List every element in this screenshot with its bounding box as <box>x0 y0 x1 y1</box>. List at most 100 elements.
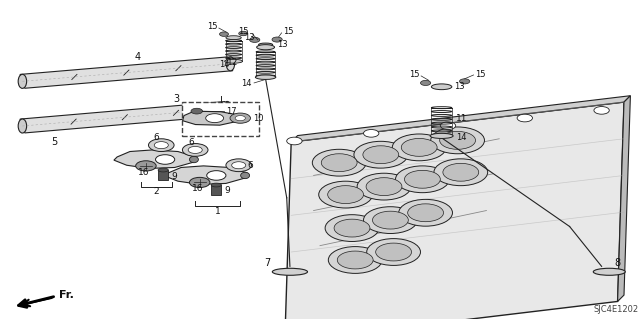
Ellipse shape <box>158 168 168 172</box>
Text: 4: 4 <box>134 52 141 63</box>
Text: 14: 14 <box>219 60 229 69</box>
Circle shape <box>328 247 382 273</box>
Ellipse shape <box>241 172 250 179</box>
Circle shape <box>191 108 202 114</box>
Polygon shape <box>285 102 624 319</box>
Text: 15: 15 <box>409 70 419 79</box>
Circle shape <box>372 211 408 229</box>
Circle shape <box>517 114 532 122</box>
Ellipse shape <box>273 268 308 275</box>
Circle shape <box>357 173 411 200</box>
Polygon shape <box>114 150 196 168</box>
Text: 12: 12 <box>227 58 239 67</box>
Circle shape <box>226 159 252 172</box>
Text: 16: 16 <box>138 168 149 177</box>
Text: 14: 14 <box>241 79 252 88</box>
Text: 2: 2 <box>154 187 159 196</box>
Circle shape <box>312 149 366 176</box>
Text: 8: 8 <box>614 258 621 268</box>
Circle shape <box>334 219 370 237</box>
Circle shape <box>408 204 444 222</box>
Circle shape <box>182 144 208 156</box>
Circle shape <box>440 131 476 149</box>
Ellipse shape <box>257 45 275 50</box>
Circle shape <box>250 37 260 42</box>
Ellipse shape <box>189 156 198 163</box>
Text: 15: 15 <box>284 27 294 36</box>
Circle shape <box>401 138 437 156</box>
Text: 1: 1 <box>215 207 220 216</box>
Text: 10: 10 <box>253 114 264 123</box>
Text: 15: 15 <box>238 27 248 36</box>
Ellipse shape <box>431 84 452 90</box>
Circle shape <box>232 162 246 169</box>
Circle shape <box>396 166 449 193</box>
Circle shape <box>239 31 248 36</box>
Polygon shape <box>182 111 241 125</box>
Text: 17: 17 <box>226 107 237 116</box>
Text: 13: 13 <box>277 40 288 48</box>
Text: 9: 9 <box>224 186 230 195</box>
Circle shape <box>431 127 484 154</box>
Circle shape <box>321 154 357 172</box>
Circle shape <box>367 239 420 265</box>
Circle shape <box>440 122 456 130</box>
Circle shape <box>376 243 412 261</box>
Ellipse shape <box>225 59 243 63</box>
Circle shape <box>136 161 156 171</box>
Ellipse shape <box>226 57 235 71</box>
Circle shape <box>230 113 250 123</box>
Polygon shape <box>291 96 630 142</box>
Ellipse shape <box>18 119 27 133</box>
Circle shape <box>363 146 399 164</box>
Circle shape <box>328 186 364 204</box>
Ellipse shape <box>226 36 241 40</box>
Circle shape <box>205 114 223 122</box>
Circle shape <box>189 177 210 188</box>
Circle shape <box>366 178 402 196</box>
Circle shape <box>594 107 609 114</box>
Circle shape <box>392 134 446 161</box>
Circle shape <box>156 155 175 164</box>
Circle shape <box>207 171 226 180</box>
Circle shape <box>460 79 470 84</box>
Text: 13: 13 <box>244 33 255 42</box>
Text: 7: 7 <box>264 258 271 268</box>
Circle shape <box>325 215 379 241</box>
Circle shape <box>287 137 302 145</box>
Polygon shape <box>20 57 233 88</box>
Circle shape <box>354 141 408 168</box>
Circle shape <box>272 37 282 42</box>
Text: 14: 14 <box>456 133 466 142</box>
Circle shape <box>148 139 174 152</box>
Circle shape <box>188 146 202 153</box>
Text: 6: 6 <box>154 133 159 142</box>
Ellipse shape <box>255 75 276 79</box>
Ellipse shape <box>430 133 453 138</box>
Polygon shape <box>20 101 230 133</box>
Circle shape <box>154 142 168 149</box>
Text: 15: 15 <box>207 22 218 31</box>
Circle shape <box>420 80 431 85</box>
Text: SJC4E1202: SJC4E1202 <box>593 305 639 314</box>
Ellipse shape <box>259 43 273 46</box>
Circle shape <box>319 181 372 208</box>
Text: 13: 13 <box>454 82 465 91</box>
Text: 11: 11 <box>456 114 467 122</box>
Circle shape <box>364 207 417 234</box>
Text: 9: 9 <box>172 172 177 181</box>
Text: 16: 16 <box>192 184 204 193</box>
Polygon shape <box>618 96 630 301</box>
Circle shape <box>337 251 373 269</box>
Circle shape <box>434 159 488 186</box>
Ellipse shape <box>211 183 221 187</box>
FancyBboxPatch shape <box>182 102 259 136</box>
Polygon shape <box>165 166 247 184</box>
Text: 15: 15 <box>475 70 485 78</box>
Circle shape <box>235 115 245 121</box>
Circle shape <box>220 32 228 36</box>
Text: 6: 6 <box>247 161 253 170</box>
Ellipse shape <box>18 74 27 88</box>
Text: 3: 3 <box>173 94 179 104</box>
Text: 5: 5 <box>51 137 58 147</box>
